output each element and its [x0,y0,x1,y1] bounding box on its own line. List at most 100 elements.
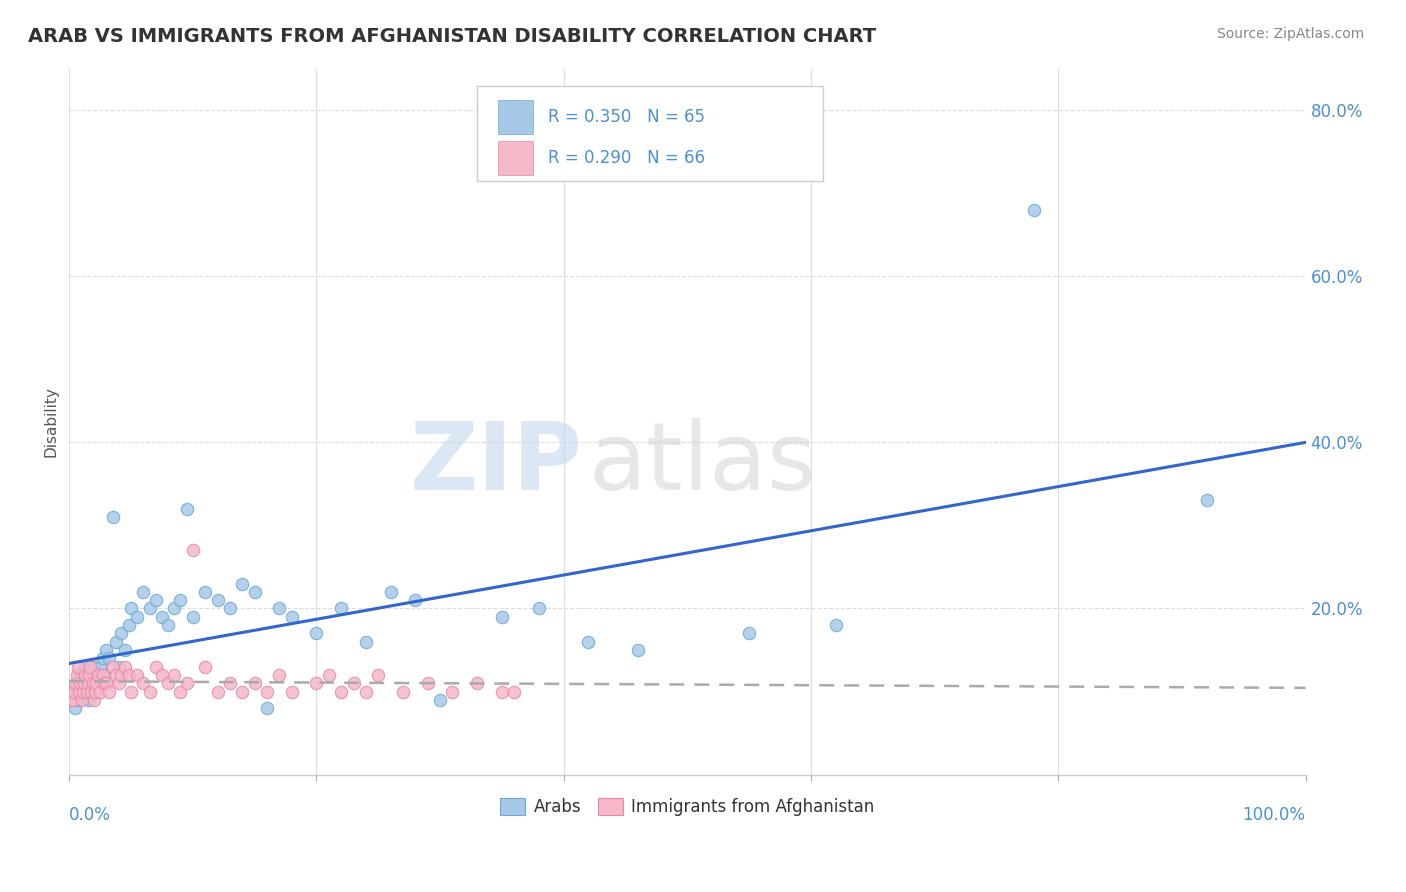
Point [91,651,114,665]
Point [79,659,101,673]
Point [91,668,114,682]
Point [83,659,105,673]
Point [354,634,377,648]
Point [89,659,111,673]
Point [117,618,139,632]
Point [66,659,89,673]
Point [318,668,340,682]
Point [627,643,650,657]
Text: 0.0%: 0.0% [69,806,111,824]
Point [76,684,98,698]
Point [120,601,142,615]
Point [256,701,278,715]
Point [59,693,82,707]
Point [101,510,124,524]
FancyBboxPatch shape [498,141,533,175]
Point [76,676,98,690]
Point [58,684,80,698]
Point [181,609,204,624]
Point [110,626,132,640]
Point [77,668,100,682]
Point [76,684,98,698]
Point [354,684,377,698]
Point [163,601,186,615]
Point [243,584,266,599]
Point [429,693,451,707]
Point [105,668,128,682]
Point [305,676,328,690]
Point [93,676,115,690]
Point [70,693,93,707]
Point [367,668,389,682]
Point [256,684,278,698]
Text: 100.0%: 100.0% [1243,806,1306,824]
Point [97,684,120,698]
Point [60,684,83,698]
Point [145,593,167,607]
Point [114,643,136,657]
Point [72,676,94,690]
Point [231,576,253,591]
Point [69,676,91,690]
Text: R = 0.290   N = 66: R = 0.290 N = 66 [548,149,704,167]
Point [491,609,513,624]
Point [82,676,104,690]
Point [491,684,513,698]
Point [97,651,120,665]
Point [70,684,93,698]
Point [73,676,96,690]
Point [76,676,98,690]
Y-axis label: Disability: Disability [44,386,58,457]
Point [281,609,304,624]
FancyBboxPatch shape [477,87,824,181]
Point [194,584,217,599]
Point [824,618,846,632]
Point [86,676,108,690]
Point [86,676,108,690]
Point [145,659,167,673]
Point [84,684,107,698]
Point [330,684,353,698]
Point [96,643,118,657]
Point [1022,202,1045,217]
Text: ZIP: ZIP [409,418,582,510]
Point [65,676,87,690]
Point [93,668,115,682]
Point [89,684,111,698]
Point [114,659,136,673]
Point [169,593,191,607]
Point [65,701,87,715]
Point [60,693,83,707]
Point [110,668,132,682]
Point [86,668,108,682]
Point [82,676,104,690]
Point [77,693,100,707]
Point [63,684,86,698]
Point [127,668,149,682]
Point [67,693,90,707]
Point [527,601,550,615]
Point [79,668,101,682]
Text: Source: ZipAtlas.com: Source: ZipAtlas.com [1216,27,1364,41]
Point [342,676,364,690]
Point [96,676,118,690]
Point [66,676,89,690]
Point [281,684,304,698]
Point [416,676,439,690]
Point [163,668,186,682]
Point [84,684,107,698]
Point [72,684,94,698]
Point [127,609,149,624]
Point [86,668,108,682]
Point [219,676,242,690]
Point [231,684,253,698]
Point [207,593,229,607]
Point [150,668,173,682]
Point [58,684,80,698]
Text: atlas: atlas [589,418,817,510]
Point [157,618,180,632]
Point [404,593,426,607]
Point [176,501,198,516]
Point [120,684,142,698]
Text: R = 0.350   N = 65: R = 0.350 N = 65 [548,108,704,127]
